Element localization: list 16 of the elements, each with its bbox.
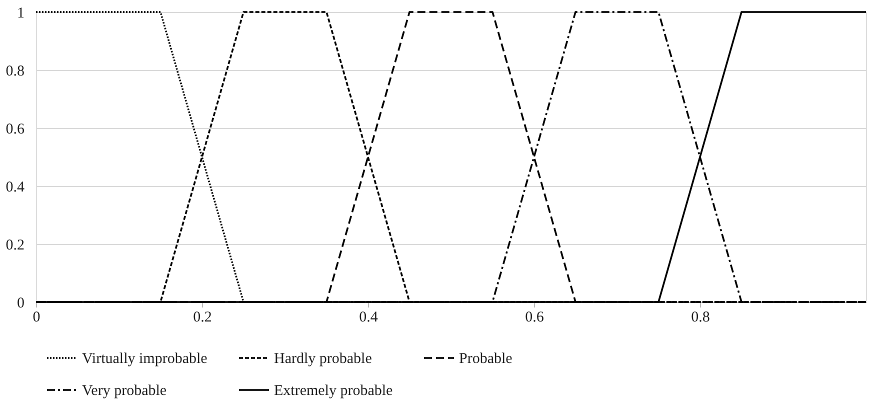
x-tick-label: 0 — [32, 310, 40, 326]
x-tick-label: 0.8 — [691, 310, 710, 326]
legend-label: Probable — [459, 351, 513, 367]
x-tick-label: 0.2 — [193, 310, 212, 326]
legend-label: Virtually improbable — [82, 351, 208, 367]
y-tick-label: 0.2 — [6, 238, 24, 254]
y-tick-label: 0.6 — [6, 122, 25, 138]
y-tick-label: 0.8 — [6, 64, 24, 80]
legend-label: Extremely probable — [274, 383, 394, 399]
legend-label: Very probable — [82, 383, 167, 399]
legend-label: Hardly probable — [274, 351, 372, 367]
y-tick-label: 0 — [17, 296, 24, 312]
x-tick-label: 0.6 — [525, 310, 544, 326]
y-tick-label: 1 — [17, 6, 24, 22]
x-tick-label: 0.4 — [359, 310, 378, 326]
y-tick-label: 0.4 — [6, 180, 25, 196]
